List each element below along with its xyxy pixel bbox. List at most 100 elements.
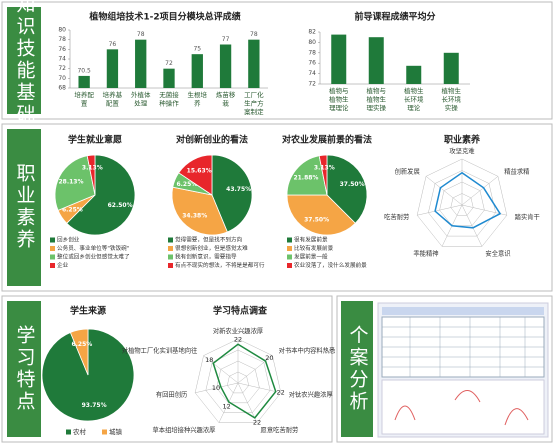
axis-label: 愿意吃苦耐劳 <box>261 425 299 434</box>
chart-title: 对创新创业的看法 <box>176 134 248 146</box>
legend-swatch <box>50 263 55 268</box>
radar-ring <box>416 158 508 247</box>
section-label: 知识技能基础 <box>14 0 36 126</box>
radar-spoke <box>237 382 281 394</box>
section-label: 学习特点 <box>14 325 36 413</box>
label-line: 外植体 <box>131 90 151 99</box>
case-screenshot <box>377 302 549 438</box>
pie-slice <box>178 154 213 196</box>
pie-slice <box>318 154 328 196</box>
label-line: 炼苗移 <box>216 90 236 99</box>
label-line: 处理 <box>134 99 148 108</box>
label-line: 无菌接 <box>159 90 179 99</box>
chart-title: 学习特点调查 <box>213 305 268 317</box>
legend-label: 回乡创业 <box>57 236 80 244</box>
label-line: 植物与 <box>329 86 349 95</box>
legend-swatch <box>287 254 292 260</box>
axis-label: 攻坚克难 <box>449 146 475 155</box>
x-tick-label: 植物生长环境实操 <box>442 86 462 112</box>
chart-title: 植物组培技术1-2项目分模块总评成绩 <box>88 11 240 23</box>
label-line: 理论 <box>407 103 421 112</box>
axis-label: 对植物工厂化实训基地向往 <box>122 346 198 355</box>
pie-slice <box>66 154 136 236</box>
label-line: 植物生 <box>367 95 387 104</box>
value-label: 12 <box>223 403 231 411</box>
radar-ring <box>450 193 474 216</box>
value-label: 43.75% <box>226 186 251 193</box>
label-line: 理理论 <box>329 103 349 112</box>
axis-label: 有回田创历 <box>156 390 187 399</box>
axis-label: 吃苦耐劳 <box>384 212 409 221</box>
value-label: 75 <box>193 46 201 53</box>
value-label: 3.13% <box>82 164 103 171</box>
bar <box>248 39 260 88</box>
bar <box>78 75 90 88</box>
bar <box>106 49 119 88</box>
label-line: 长环境 <box>404 95 424 104</box>
value-label: 93.75% <box>82 402 107 409</box>
label-line: 养 <box>194 99 201 108</box>
x-tick-label: 生根培养 <box>188 90 208 108</box>
pie-slice <box>86 154 96 196</box>
value-label: 70.5 <box>77 67 91 74</box>
radar-spoke <box>195 382 239 394</box>
y-tick-label: 80 <box>58 27 66 34</box>
radar-spoke <box>203 355 239 384</box>
label-line: 生根培 <box>188 90 208 99</box>
pie-slice <box>171 186 228 236</box>
y-tick-label: 82 <box>308 29 316 36</box>
radar-spoke <box>425 176 463 206</box>
legend-swatch <box>168 263 173 268</box>
value-label: 22 <box>276 389 284 397</box>
pie-slice <box>54 155 96 211</box>
y-tick-label: 80 <box>308 39 316 46</box>
y-tick-label: 78 <box>58 36 66 43</box>
value-label: 78 <box>137 31 145 38</box>
x-tick-label: 炼苗移栽 <box>216 90 236 108</box>
x-tick-label: 工厂化生产方案制定 <box>244 90 264 116</box>
legend-label: 整位或回乡创业但感觉太难了 <box>57 253 130 261</box>
legend-swatch <box>102 429 107 435</box>
legend-swatch <box>50 254 55 260</box>
radar-ring <box>205 349 271 413</box>
value-label: 62.50% <box>108 202 133 209</box>
value-label: 21.88% <box>293 174 318 181</box>
radar-spoke <box>417 204 463 216</box>
legend-swatch <box>287 246 292 251</box>
bar <box>443 52 459 84</box>
axis-label: 踏实肯干 <box>515 212 540 221</box>
axis-label: 创新发展 <box>395 166 421 175</box>
legend-label: 公务员、事业单位等"铁饭碗" <box>57 244 130 252</box>
section-label: 个案分析 <box>347 325 369 413</box>
value-label: 6.25% <box>176 181 197 188</box>
label-line: 工厂化 <box>244 90 264 99</box>
x-tick-label: 无菌接种操作 <box>159 90 179 108</box>
bar <box>163 68 175 88</box>
legend-label: 很想创新创业，但是感觉太难 <box>175 244 248 252</box>
radar-ring <box>227 371 249 394</box>
x-tick-label: 培养基配置 <box>103 90 123 108</box>
label-line: 植物生 <box>404 86 424 95</box>
bar <box>219 44 232 88</box>
pie-slice <box>286 155 328 196</box>
value-label: 37.50% <box>304 217 329 224</box>
value-label: 6.25% <box>71 341 92 348</box>
axis-label: 乖能精神 <box>413 249 438 258</box>
value-label: 6.25% <box>62 207 83 214</box>
value-label: 34.38% <box>182 213 207 220</box>
radar-spoke <box>237 382 258 423</box>
value-label: 10 <box>212 384 220 392</box>
radar-spoke <box>461 176 499 206</box>
legend-swatch <box>168 237 173 243</box>
y-tick-label: 72 <box>308 81 316 88</box>
label-line: 培养基 <box>103 90 123 99</box>
value-label: 28.13% <box>59 179 84 186</box>
screenshot-grid <box>382 317 544 377</box>
bar <box>191 54 203 88</box>
label-line: 培养配 <box>74 90 94 99</box>
axis-label: 草本组培接种兴趣浓厚 <box>152 425 216 434</box>
legend-label: 农业没落了，没什么发展前景 <box>294 261 367 269</box>
label-line: 植物生 <box>442 86 462 95</box>
label-line: 生产方 <box>244 99 264 108</box>
section-box <box>341 301 373 437</box>
